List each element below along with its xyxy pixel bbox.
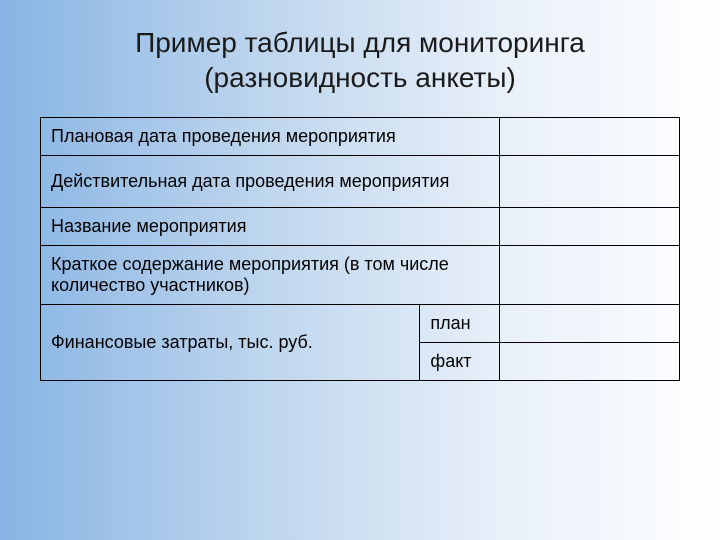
row-label: Название мероприятия <box>41 208 500 246</box>
finance-fact-value <box>500 343 680 381</box>
row-value <box>500 208 680 246</box>
title-line-1: Пример таблицы для мониторинга <box>135 27 585 58</box>
title-line-2: (разновидность анкеты) <box>204 62 516 93</box>
row-value <box>500 246 680 305</box>
monitoring-table: Плановая дата проведения мероприятия Дей… <box>40 117 680 381</box>
slide-container: Пример таблицы для мониторинга (разновид… <box>0 0 720 540</box>
slide-title: Пример таблицы для мониторинга (разновид… <box>40 25 680 95</box>
table-row: Краткое содержание мероприятия (в том чи… <box>41 246 680 305</box>
finance-plan-label: план <box>420 305 500 343</box>
table-row: Плановая дата проведения мероприятия <box>41 118 680 156</box>
row-label: Плановая дата проведения мероприятия <box>41 118 500 156</box>
table-row: Финансовые затраты, тыс. руб. план <box>41 305 680 343</box>
row-label: Действительная дата проведения мероприят… <box>41 156 500 208</box>
row-label: Краткое содержание мероприятия (в том чи… <box>41 246 500 305</box>
row-value <box>500 118 680 156</box>
row-value <box>500 156 680 208</box>
finance-label: Финансовые затраты, тыс. руб. <box>41 305 420 381</box>
table-row: Название мероприятия <box>41 208 680 246</box>
finance-fact-label: факт <box>420 343 500 381</box>
finance-plan-value <box>500 305 680 343</box>
table-row: Действительная дата проведения мероприят… <box>41 156 680 208</box>
